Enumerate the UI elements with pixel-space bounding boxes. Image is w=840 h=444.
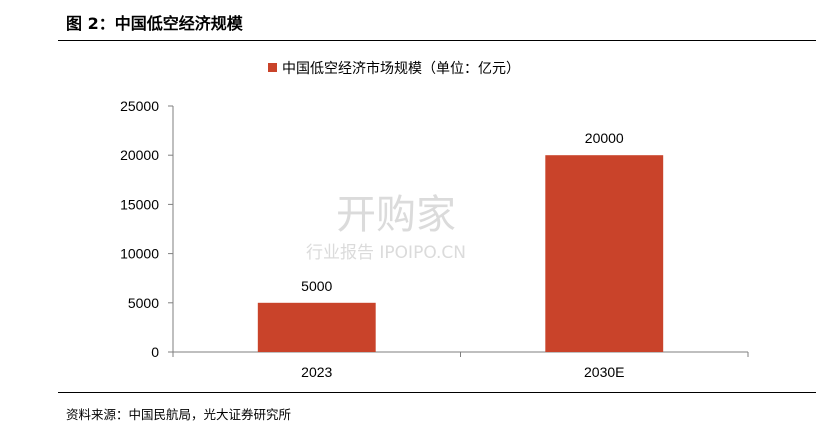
watermark-sub: 行业报告 IPOIPO.CN xyxy=(306,243,466,263)
watermark: 开购家 行业报告 IPOIPO.CN xyxy=(306,192,466,263)
bar-2023 xyxy=(257,302,376,352)
legend: 中国低空经济市场规模（单位：亿元） xyxy=(268,60,520,77)
data-label: 20000 xyxy=(585,130,624,146)
y-tick-label: 0 xyxy=(151,344,159,360)
y-tick-label: 25000 xyxy=(120,98,159,114)
x-tick-label: 2023 xyxy=(301,364,332,380)
labels: 0 5000 10000 15000 20000 25000 5000 2023 20000 20… xyxy=(120,98,624,380)
y-tick-label: 5000 xyxy=(128,295,159,311)
figure-title: 图 2：中国低空经济规模 xyxy=(66,14,243,33)
top-rule xyxy=(58,40,816,41)
y-tick-label: 15000 xyxy=(120,196,159,212)
bar-2030e xyxy=(545,155,664,352)
bars xyxy=(257,155,664,352)
y-tick-label: 10000 xyxy=(120,246,159,262)
bar-chart: 中国低空经济市场规模（单位：亿元） 0 5000 10000 15000 20000 25… xyxy=(120,60,749,380)
legend-swatch xyxy=(268,63,277,72)
data-label: 5000 xyxy=(301,278,332,294)
y-tick-label: 20000 xyxy=(120,147,159,163)
watermark-main: 开购家 xyxy=(336,192,456,238)
legend-label: 中国低空经济市场规模（单位：亿元） xyxy=(282,60,520,77)
source-note: 资料来源：中国民航局，光大证券研究所 xyxy=(66,407,292,422)
x-tick-label: 2030E xyxy=(584,364,624,380)
bottom-rule xyxy=(58,392,816,393)
